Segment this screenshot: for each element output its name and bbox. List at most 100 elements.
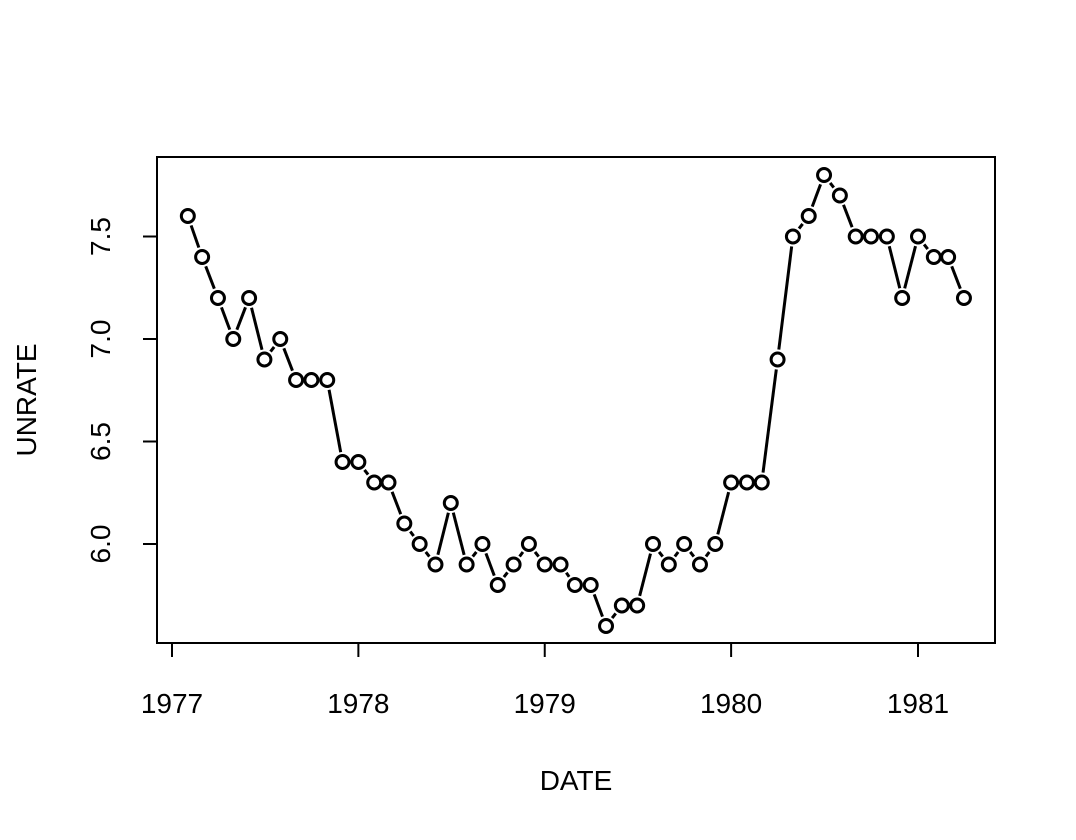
data-point	[691, 556, 708, 573]
y-tick-label: 6.0	[85, 525, 116, 564]
data-point	[613, 597, 630, 614]
x-axis-label: DATE	[540, 765, 613, 796]
series-line-segment	[269, 345, 276, 353]
series-line-segment	[327, 389, 343, 453]
data-point	[505, 556, 522, 573]
series-line-segment	[363, 468, 370, 476]
series-line-segment	[235, 306, 247, 331]
data-point	[225, 331, 242, 347]
series-line-segment	[903, 245, 917, 289]
series-line-segment	[638, 553, 652, 597]
data-point	[303, 372, 320, 388]
data-point	[894, 290, 911, 306]
data-point	[442, 495, 459, 511]
data-point	[256, 351, 273, 368]
data-point	[863, 228, 880, 245]
x-tick-label: 1977	[141, 688, 203, 719]
series-line-segment	[704, 551, 711, 558]
data-point	[676, 536, 693, 552]
data-point	[847, 228, 864, 245]
series-line-segment	[204, 265, 216, 290]
data-point	[582, 577, 599, 593]
data-point	[319, 372, 336, 388]
data-point	[380, 474, 397, 491]
data-point	[536, 556, 553, 573]
series-line-segment	[250, 307, 264, 351]
data-point	[241, 290, 258, 306]
data-point	[644, 536, 661, 552]
y-axis: 6.0 6.5 7.0 7.5	[85, 217, 158, 564]
series-line-segment	[502, 571, 509, 579]
data-point	[366, 474, 383, 491]
series-line-segment	[922, 243, 929, 251]
series-line-segment	[220, 306, 232, 331]
series-points	[179, 167, 972, 634]
data-point	[738, 474, 755, 491]
series-line-segment	[887, 245, 902, 289]
y-tick-label: 7.0	[85, 320, 116, 359]
data-point	[878, 228, 895, 245]
series-line-segment	[657, 550, 664, 558]
series-line-segment	[592, 593, 604, 618]
data-point	[427, 556, 444, 573]
series-line-segment	[777, 246, 794, 350]
data-point	[334, 454, 351, 470]
data-point	[520, 536, 537, 552]
series-line-segment	[761, 369, 778, 473]
x-axis: 1977 1978 1979 1980 1981	[141, 642, 949, 719]
series-line-segment	[436, 512, 450, 556]
series-line-segment	[689, 550, 696, 558]
data-point	[396, 515, 413, 532]
data-point	[552, 556, 569, 573]
data-point	[753, 474, 770, 491]
data-point	[925, 249, 942, 265]
series-line-segment	[282, 347, 294, 372]
series-line-segment	[610, 612, 617, 620]
x-tick-label: 1979	[514, 688, 576, 719]
data-point	[816, 167, 833, 183]
y-tick-label: 6.5	[85, 422, 116, 461]
series-line-segment	[842, 204, 854, 228]
data-point	[723, 474, 740, 491]
series-line-segment	[797, 222, 804, 230]
data-point	[769, 351, 786, 368]
data-point	[272, 331, 289, 347]
data-point	[940, 249, 957, 265]
data-point	[209, 290, 226, 306]
data-point	[629, 597, 646, 614]
x-tick-label: 1981	[887, 688, 949, 719]
series-line-segment	[484, 552, 496, 577]
data-point	[910, 228, 926, 245]
series-line-segment	[673, 551, 680, 558]
series-line-segment	[518, 551, 525, 558]
series-line-segment	[451, 512, 466, 556]
data-point	[288, 372, 305, 388]
series-line-segment	[189, 224, 201, 249]
data-point	[955, 290, 972, 306]
x-tick-label: 1978	[327, 688, 389, 719]
data-point	[194, 249, 211, 265]
series-line-segment	[810, 183, 822, 208]
data-point	[458, 556, 475, 573]
series-line-segment	[716, 491, 731, 535]
data-point	[707, 536, 724, 552]
data-point	[474, 536, 491, 552]
data-point	[784, 228, 801, 245]
data-point	[800, 208, 817, 224]
series-line-segments	[189, 181, 962, 620]
data-point	[411, 536, 428, 552]
series-line-segment	[533, 550, 540, 558]
series-line-segment	[565, 571, 571, 578]
series-line-segment	[424, 550, 431, 558]
series-line-segment	[390, 491, 403, 515]
data-point	[179, 208, 196, 224]
data-point	[489, 577, 506, 593]
series-line-segment	[950, 265, 962, 290]
y-axis-label: UNRATE	[11, 343, 42, 456]
x-tick-label: 1980	[700, 688, 762, 719]
y-tick-label: 7.5	[85, 217, 116, 256]
data-point	[598, 618, 615, 634]
series-line-segment	[409, 530, 415, 537]
series-line-segment	[828, 181, 835, 189]
